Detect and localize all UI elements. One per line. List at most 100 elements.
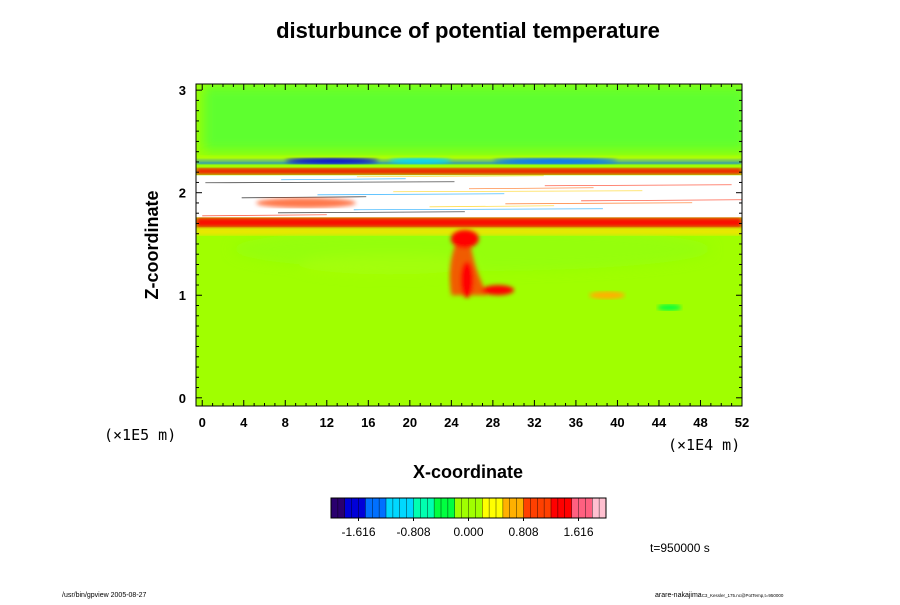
heatmap-streak [281,178,406,181]
colorbar-segment [585,498,593,518]
y-tick-label: 0 [179,391,186,406]
x-tick-label: 28 [486,415,500,430]
colorbar-segment [482,498,490,518]
footer-left: /usr/bin/gpview 2005-08-27 [62,592,147,599]
colorbar-segment [447,498,456,518]
x-tick-label: 16 [361,415,375,430]
footer-right-small: C3_Kessler_175.nc@PotTemp,t=950000 [702,593,784,598]
y-tick-label: 2 [179,186,186,201]
colorbar-segment [468,498,476,518]
x-tick-label: 8 [282,415,289,430]
y-tick-label: 3 [179,83,186,98]
colorbar-segment [413,498,421,518]
colorbar-segment [399,498,408,518]
x-tick-label: 12 [320,415,334,430]
colorbar-segment [496,498,504,518]
heatmap-streak [317,193,505,196]
heatmap-streak [241,196,367,199]
colorbar-segment [365,498,373,518]
heatmap-band [196,168,742,175]
colorbar-segment [434,498,442,518]
heatmap-streak [468,187,594,190]
heatmap-streak [581,199,742,202]
colorbar-segment [461,498,469,518]
colorbar-label: 1.616 [563,525,593,539]
x-tick-label: 40 [610,415,624,430]
colorbar-segment [406,498,414,518]
x-tick-label: 4 [240,415,248,430]
heatmap-cool-streak [389,157,452,164]
heatmap-masked-region [196,175,742,218]
colorbar-segment [537,498,545,518]
colorbar-label: -0.808 [396,525,430,539]
colorbar-segment [392,498,401,518]
x-tick-label: 52 [735,415,749,430]
y-tick-label: 1 [179,288,186,303]
footer-right: arare-nakajimaC3_Kessler_175.nc@PotTemp,… [655,592,784,599]
colorbar-segment [502,498,511,518]
x-tick-label: 36 [569,415,583,430]
x-tick-label: 0 [199,415,206,430]
heatmap-cool-streak [492,157,618,164]
colorbar-segment [489,498,497,518]
colorbar-segment [599,498,607,518]
colorbar-segment [509,498,518,518]
heatmap-streak [393,190,643,193]
heatmap-plume [449,229,515,298]
plot-frame [195,83,743,407]
colorbar-segment [420,498,428,518]
colorbar-segment [351,498,359,518]
colorbar-segment [386,498,394,518]
colorbar-segment [454,498,463,518]
colorbar-segment [372,498,380,518]
heatmap-streak [205,181,455,184]
colorbar-segment [578,498,586,518]
plot-area [196,84,742,406]
colorbar-segment [344,498,353,518]
heatmap-streak [353,208,603,211]
colorbar-label: 0.808 [508,525,538,539]
x-tick-label: 48 [693,415,707,430]
colorbar: -1.616 -0.808 0.000 0.808 1.616 [330,497,607,539]
heatmap-cool-streak [285,157,379,164]
x-axis-label: X-coordinate [413,462,523,482]
x-tick-label: 44 [652,415,667,430]
colorbar-segment [564,498,573,518]
y-axis: 0 1 2 3 [179,83,742,406]
x-unit-label: (×1E4 m) [668,436,740,454]
colorbar-segment [523,498,531,518]
y-axis-label: Z-coordinate [142,190,162,299]
heatmap-streak [544,184,732,187]
colorbar-label: -1.616 [341,525,375,539]
colorbar-segment [571,498,579,518]
colorbar-segment [516,498,524,518]
colorbar-segment [557,498,566,518]
colorbar-segment [551,498,559,518]
colorbar-label: 0.000 [453,525,483,539]
y-unit-label: (×1E5 m) [104,426,176,444]
heatmap-band [196,217,742,228]
colorbar-segment [544,498,552,518]
colorbar-segment [475,498,483,518]
heatmap-streak [505,202,693,205]
colorbar-segment [379,498,387,518]
heatmap-streak [278,211,465,214]
colorbar-segment [331,498,339,518]
x-tick-label: 24 [444,415,459,430]
colorbar-segment [530,498,538,518]
colorbar-segment [337,498,346,518]
colorbar-segment [358,498,366,518]
footer-right-main: arare-nakajima [655,592,702,599]
x-tick-label: 20 [403,415,417,430]
colorbar-segment [441,498,449,518]
heatmap-streak [202,214,327,217]
chart-title: disturbunce of potential temperature [276,18,660,43]
x-tick-label: 32 [527,415,541,430]
heatmap-streak [356,175,544,178]
time-label: t=950000 s [650,541,710,555]
colorbar-segment [592,498,600,518]
x-axis: 0 4 8 12 16 20 24 28 32 36 40 44 48 52 [199,84,749,430]
heatmap-streak [429,205,555,208]
colorbar-segment [427,498,435,518]
